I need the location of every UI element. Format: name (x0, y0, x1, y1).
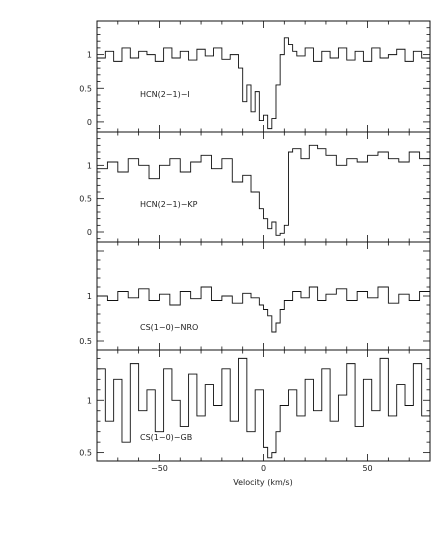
x-tick-label: −50 (151, 464, 168, 473)
spectrum-line (97, 357, 430, 459)
y-tick-label: 1 (87, 51, 92, 60)
spectrum-line (97, 286, 430, 333)
y-tick-label: 0 (87, 118, 92, 127)
spectral-panels: 0 0.5 1 HCN(2−1)−I 0 0.5 1 HCN(2−1)−KP 0.5 1 CS(1−… (79, 20, 431, 473)
y-tick-label: 0.5 (79, 84, 92, 93)
y-tick-label: 0.5 (79, 337, 92, 346)
spectrum-panel-3: 0.5 1 CS(1−0)−NRO (79, 241, 431, 351)
x-tick-label: 0 (261, 464, 266, 473)
panel-label: CS(1−0)−GB (140, 433, 192, 442)
x-axis-label: Velocity (km/s) (233, 478, 292, 487)
y-tick-label: 0.5 (79, 195, 92, 204)
panel-label: HCN(2−1)−KP (140, 200, 198, 209)
y-tick-label: 0.5 (79, 449, 92, 458)
spectrum-panel-2: 0 0.5 1 HCN(2−1)−KP (79, 131, 431, 243)
spectrum-panel-1: 0 0.5 1 HCN(2−1)−I (79, 20, 431, 133)
y-tick-label: 1 (87, 292, 92, 301)
spectrum-line (97, 144, 430, 236)
x-tick-label: 50 (362, 464, 372, 473)
y-tick-label: 1 (87, 161, 92, 170)
panel-label: HCN(2−1)−I (140, 90, 190, 99)
panel-frame (96, 241, 431, 351)
y-tick-label: 1 (87, 396, 92, 405)
panel-frame (96, 131, 431, 243)
spectrum-panel-4: 0.5 1 −50 0 50 CS(1−0)−GB (79, 349, 431, 473)
spectrum-line (97, 37, 430, 130)
panel-label: CS(1−0)−NRO (140, 323, 198, 332)
y-tick-label: 0 (87, 228, 92, 237)
